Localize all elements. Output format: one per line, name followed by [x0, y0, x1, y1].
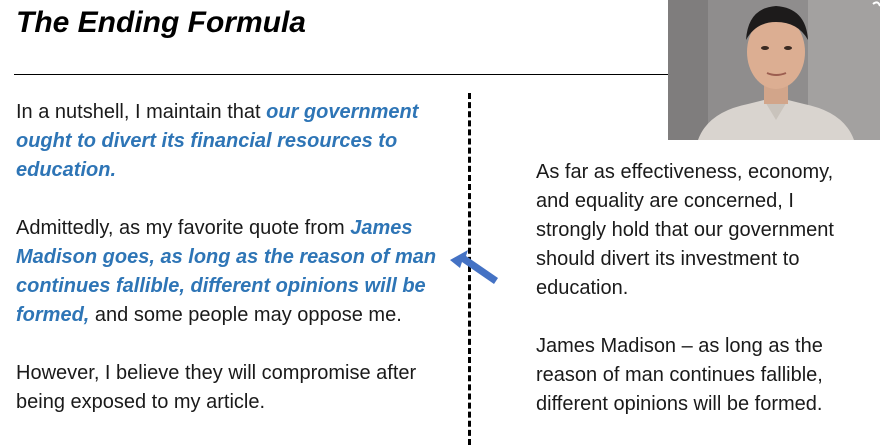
intro-highlight: our government ought to divert its finan…	[16, 101, 419, 181]
title-underline	[14, 74, 668, 75]
column-divider	[468, 93, 471, 445]
left-column: In a nutshell, I maintain that our gover…	[16, 98, 456, 417]
madison-summary-paragraph: James Madison – as long as the reason of…	[536, 335, 823, 415]
webcam-overlay	[668, 0, 880, 140]
pointer-arrow-icon	[450, 250, 498, 284]
concession-text: Admittedly, as my favorite quote from	[16, 217, 351, 239]
slide-title: The Ending Formula	[16, 6, 306, 39]
presenter-video	[668, 0, 880, 140]
right-column: As far as effectiveness, economy, and eq…	[536, 158, 866, 419]
intro-paragraph: In a nutshell, I maintain that our gover…	[16, 98, 456, 185]
intro-text: In a nutshell, I maintain that	[16, 101, 267, 123]
concession-text-end: and some people may oppose me.	[89, 304, 402, 326]
madison-quote-highlight: James Madison goes, as long as the reaso…	[16, 217, 437, 326]
summary-paragraph: As far as effectiveness, economy, and eq…	[536, 161, 834, 299]
rebuttal-paragraph: However, I believe they will compromise …	[16, 362, 417, 413]
concession-paragraph: Admittedly, as my favorite quote from Ja…	[16, 214, 456, 330]
